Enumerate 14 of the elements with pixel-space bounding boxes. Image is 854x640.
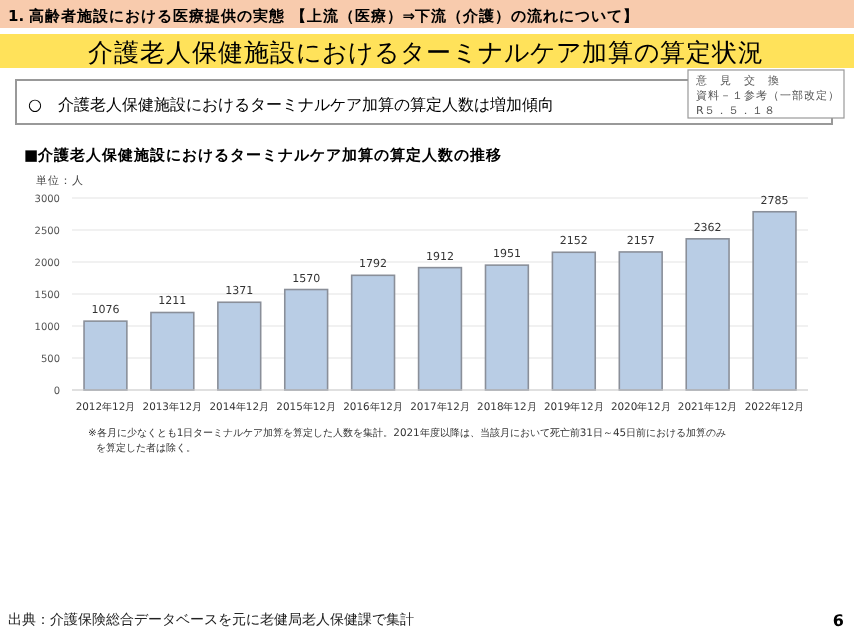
bar [484, 264, 530, 391]
bar [283, 288, 329, 391]
chart-title: 介護老人保健施設におけるターミナルケア加算の算定状況 [88, 37, 764, 67]
bar [217, 301, 262, 391]
text: 6 [832, 612, 845, 630]
bar [417, 266, 463, 391]
bar [150, 311, 195, 391]
bar [618, 251, 663, 391]
bar [752, 210, 797, 391]
bar [551, 251, 597, 391]
bar [350, 274, 396, 391]
bar [685, 238, 730, 391]
text: ○ 介護老人保健施設におけるターミナルケア加算の算定人数は増加傾向 [28, 96, 554, 114]
bar [83, 320, 128, 391]
